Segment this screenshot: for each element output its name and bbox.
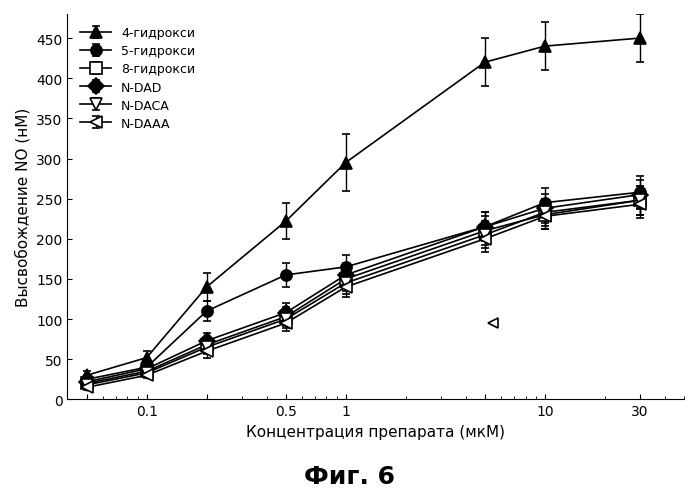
Text: Фиг. 6: Фиг. 6	[304, 464, 395, 488]
X-axis label: Концентрация препарата (мкМ): Концентрация препарата (мкМ)	[246, 424, 505, 439]
Y-axis label: Высвобождение NO (нМ): Высвобождение NO (нМ)	[15, 108, 31, 306]
Legend: 4-гидрокси, 5-гидрокси, 8-гидрокси, N-DAD, N-DACA, N-DAAA: 4-гидрокси, 5-гидрокси, 8-гидрокси, N-DA…	[73, 21, 201, 137]
